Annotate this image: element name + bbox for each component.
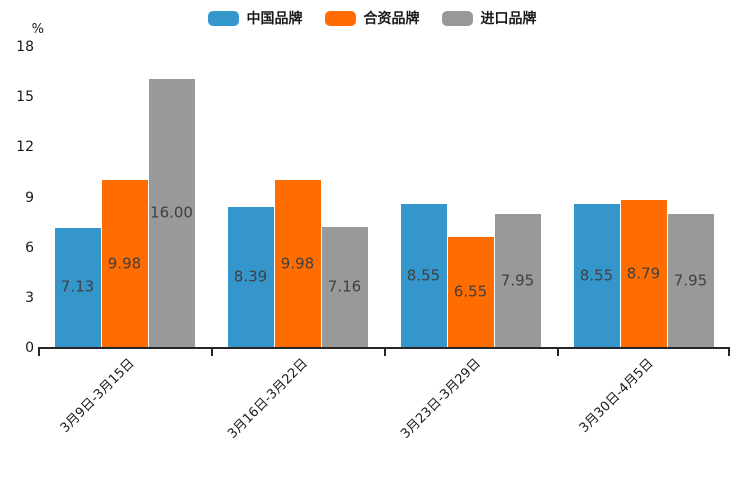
bar-合资品牌-1: 9.98 (274, 180, 321, 347)
bar-value-label: 9.98 (107, 254, 142, 273)
x-axis-tick-mark (38, 347, 40, 356)
bar-value-label: 8.55 (579, 266, 614, 285)
bar-group-3: 8.55 8.79 7.95 (573, 46, 714, 347)
x-axis-tick-mark (557, 347, 559, 356)
plot-area: 7.13 9.98 16.00 8.39 9.98 7.16 8.55 6.55 7.95 8.5… (38, 46, 730, 356)
legend-label: 中国品牌 (246, 10, 303, 27)
y-tick-label-18: 18 (16, 39, 34, 55)
y-tick-label-12: 12 (16, 139, 34, 156)
bar-value-label: 8.79 (626, 264, 661, 282)
bar-进口品牌-2: 7.95 (494, 214, 541, 347)
bar-中国品牌-1: 8.39 (227, 206, 274, 347)
bar-value-label: 7.16 (327, 277, 362, 296)
bar-value-label: 9.98 (280, 254, 315, 273)
y-tick-label-9: 9 (25, 189, 34, 206)
x-axis-tick-mark (211, 347, 213, 356)
y-tick-label-15: 15 (16, 89, 34, 106)
bar-value-label: 7.95 (500, 271, 535, 290)
chart-legend: 中国品牌 合资品牌 进口品牌 (0, 11, 744, 26)
bar-value-label: 8.39 (233, 267, 268, 286)
bar-group-2: 8.55 6.55 7.95 (400, 46, 541, 347)
bar-合资品牌-2: 6.55 (447, 237, 494, 347)
x-tick-label-0: 3月9日-3月15日 (58, 356, 139, 436)
bar-value-label: 6.55 (453, 282, 488, 301)
bar-中国品牌-0: 7.13 (54, 227, 101, 347)
bar-合资品牌-3: 8.79 (620, 200, 667, 347)
legend-label: 进口品牌 (480, 10, 537, 27)
legend-label: 合资品牌 (363, 10, 420, 27)
y-tick-label-3: 3 (25, 289, 34, 306)
bar-value-label: 16.00 (150, 203, 193, 222)
bar-中国品牌-3: 8.55 (573, 204, 620, 347)
x-tick-label-1: 3月16日-3月22日 (225, 356, 312, 442)
bar-进口品牌-0: 16.00 (148, 79, 195, 347)
bar-value-label: 7.13 (60, 277, 95, 296)
bar-group-1: 8.39 9.98 7.16 (227, 46, 368, 347)
legend-swatch-icon (441, 11, 473, 26)
legend-item-1[interactable]: 合资品牌 (324, 10, 420, 27)
legend-swatch-icon (324, 11, 356, 26)
x-axis-tick-mark (384, 347, 386, 356)
bar-group-0: 7.13 9.98 16.00 (54, 46, 195, 347)
bar-进口品牌-3: 7.95 (667, 214, 714, 347)
y-tick-label-6: 6 (25, 239, 34, 256)
legend-item-0[interactable]: 中国品牌 (207, 10, 303, 27)
y-axis-unit-label: % (31, 22, 44, 37)
x-tick-label-3: 3月30日-4月5日 (577, 356, 658, 436)
legend-item-2[interactable]: 进口品牌 (441, 10, 537, 27)
bar-value-label: 7.95 (673, 271, 708, 290)
bar-value-label: 8.55 (406, 266, 441, 285)
bar-合资品牌-0: 9.98 (101, 180, 148, 347)
legend-swatch-icon (207, 11, 239, 26)
bar-进口品牌-1: 7.16 (321, 227, 368, 347)
x-tick-label-2: 3月23日-3月29日 (398, 356, 485, 442)
bar-中国品牌-2: 8.55 (400, 204, 447, 347)
x-axis-tick-mark (728, 347, 730, 356)
y-tick-label-0: 0 (25, 340, 34, 356)
